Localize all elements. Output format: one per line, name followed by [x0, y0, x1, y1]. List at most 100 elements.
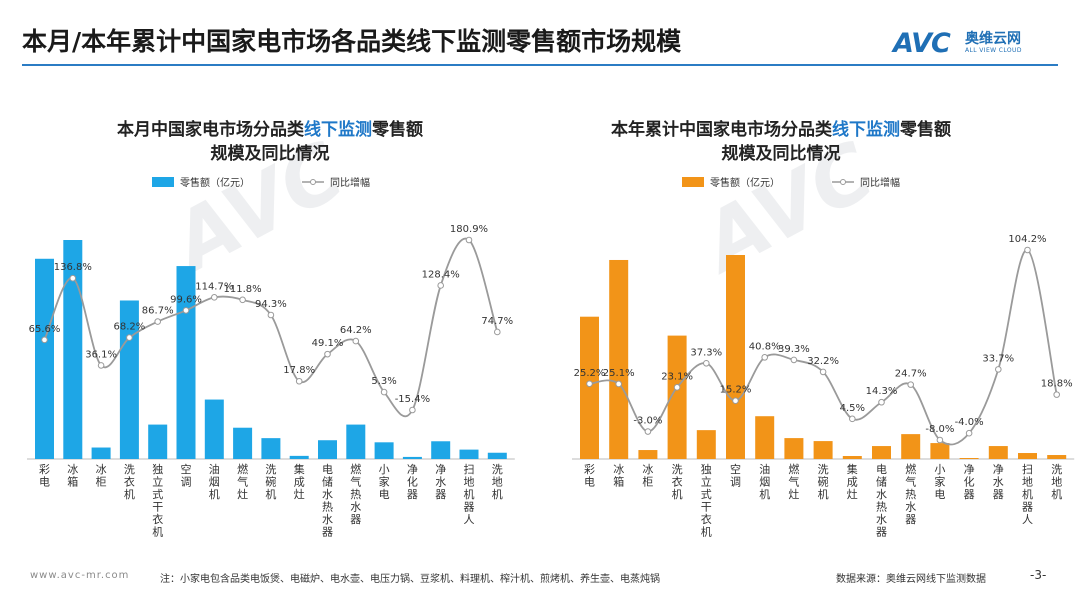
left-line-point — [324, 350, 331, 358]
left-line-data-label: 68.2% — [114, 322, 146, 333]
left-bar — [233, 427, 253, 459]
right-category-label-char: 家 — [934, 475, 945, 489]
left-line-point — [126, 334, 133, 341]
right-line-data-label: 40.8% — [749, 341, 781, 352]
left-category-label-char: 家 — [379, 475, 390, 489]
left-bar — [289, 455, 309, 459]
right-line-point — [849, 415, 856, 423]
left-bar — [204, 399, 224, 459]
left-bar — [176, 266, 196, 459]
right-line-point — [819, 368, 827, 376]
right-category-label-char: 烟 — [759, 475, 770, 489]
right-category-label-char: 油 — [759, 462, 770, 476]
right-line-point — [732, 397, 739, 405]
left-category-label-char: 气 — [350, 475, 361, 489]
left-category-label-char: 机 — [464, 487, 475, 501]
right-line-data-label: 15.2% — [720, 385, 752, 396]
left-category-label-char: 电 — [39, 476, 50, 489]
right-bar — [930, 443, 950, 459]
footer-source: 数据来源：奥维云网线下监测数据 — [836, 574, 986, 585]
left-line-point — [380, 388, 388, 396]
right-bar — [901, 434, 921, 459]
left-legend-line-marker — [310, 179, 316, 185]
left-category-label-char: 水 — [435, 476, 446, 489]
right-category-label-char: 电 — [584, 476, 595, 489]
right-category-label-char: 机 — [759, 487, 770, 501]
right-line-point — [907, 381, 915, 388]
left-category-label-char: 箱 — [67, 475, 78, 489]
right-category-label-char: 扫 — [1022, 463, 1033, 476]
left-category-label-char: 净 — [435, 462, 446, 476]
right-category-label-char: 成 — [847, 476, 858, 489]
left-category-label-char: 净 — [407, 462, 418, 476]
right-line-point — [878, 398, 885, 406]
right-category-label-char: 气 — [788, 475, 799, 489]
right-category-label-char: 机 — [701, 525, 712, 539]
left-category-label-char: 干 — [152, 501, 163, 514]
right-chart-subtitle: 规模及同比情况 — [721, 144, 841, 164]
left-line-data-label: 136.8% — [54, 262, 92, 273]
left-category-label-char: 地 — [464, 476, 475, 489]
left-line-point — [267, 311, 275, 319]
left-chart-subtitle: 规模及同比情况 — [210, 144, 330, 164]
right-line-point — [703, 359, 710, 367]
left-category-label-char: 机 — [492, 487, 503, 501]
left-line-point — [465, 236, 473, 244]
right-bar — [1047, 455, 1067, 459]
right-category-label-char: 热 — [905, 488, 916, 501]
left-category-label-char: 碗 — [265, 475, 276, 489]
right-category-label-char: 器 — [905, 513, 916, 526]
page-number: -3- — [1030, 568, 1047, 582]
right-line-data-label: -8.0% — [925, 424, 954, 435]
right-category-label-char: 储 — [876, 475, 887, 489]
left-category-label-char: 冰 — [96, 463, 107, 476]
right-line-data-label: 24.7% — [895, 369, 927, 380]
right-category-label-char: 灶 — [847, 488, 858, 501]
left-line-point — [239, 296, 246, 304]
right-category-label-char: 洗 — [672, 463, 683, 476]
left-category-label-char: 柜 — [96, 476, 107, 489]
right-category-label-char: 机 — [672, 487, 683, 501]
right-bar — [609, 259, 629, 459]
left-category-label-char: 电 — [379, 488, 390, 501]
left-line-point — [154, 318, 161, 325]
right-category-label-char: 衣 — [701, 512, 712, 526]
right-line-data-label: -4.0% — [955, 417, 984, 428]
right-line-data-label: 104.2% — [1008, 234, 1046, 245]
left-category-label-char: 气 — [237, 475, 248, 489]
left-category-label-char: 机 — [124, 487, 135, 501]
logo-mark: AVC — [893, 28, 951, 59]
right-category-label-char: 水 — [905, 501, 916, 514]
right-category-label-char: 机 — [1051, 487, 1062, 501]
left-category-label-char: 扫 — [464, 463, 475, 476]
left-category-label-char: 电 — [322, 463, 333, 476]
right-category-label-char: 小 — [934, 463, 945, 476]
left-category-label-char: 空 — [181, 462, 192, 476]
right-line-point — [673, 384, 681, 391]
left-bar — [35, 258, 54, 459]
right-legend-bar-swatch — [682, 177, 704, 187]
left-line-data-label: 17.8% — [283, 365, 315, 376]
right-category-label-char: 冰 — [642, 463, 653, 476]
left-line-point — [69, 274, 77, 282]
right-category-label-char: 集 — [847, 462, 858, 476]
right-category-label-char: 电 — [934, 488, 945, 501]
left-category-label-char: 热 — [350, 488, 361, 501]
right-category-label-char: 冰 — [613, 463, 624, 476]
page-title: 本月/本年累计中国家电市场各品类线下监测零售额市场规模 — [22, 27, 682, 56]
left-category-label-char: 灶 — [294, 488, 305, 501]
left-bar — [119, 300, 139, 459]
right-chart-title-suffix: 零售额 — [900, 120, 951, 140]
right-category-label-char: 干 — [701, 501, 712, 514]
left-category-label-char: 灶 — [237, 488, 248, 501]
right-category-label-char: 灶 — [788, 488, 799, 501]
right-category-label-char: 水 — [876, 513, 887, 526]
right-bar — [988, 446, 1008, 459]
left-category-label-char: 洗 — [265, 463, 276, 476]
right-category-label-char: 彩 — [584, 463, 595, 476]
left-category-label-char: 地 — [492, 476, 503, 489]
logo-chinese-name: 奥维云网 — [965, 31, 1021, 47]
left-category-label-char: 燃 — [237, 462, 248, 476]
right-bar — [813, 441, 833, 459]
left-growth-line — [43, 237, 499, 418]
